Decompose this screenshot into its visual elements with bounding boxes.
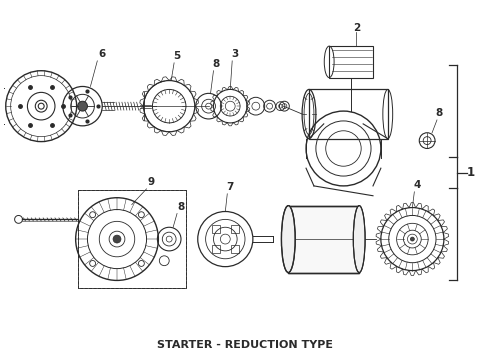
- Text: 1: 1: [466, 166, 474, 179]
- Text: 8: 8: [213, 59, 220, 69]
- Text: 4: 4: [414, 180, 421, 190]
- Text: STARTER - REDUCTION TYPE: STARTER - REDUCTION TYPE: [157, 341, 333, 350]
- Bar: [288, 206, 359, 273]
- Circle shape: [113, 235, 121, 243]
- Text: 3: 3: [232, 49, 239, 59]
- Text: 7: 7: [226, 182, 234, 192]
- Bar: [77, 190, 186, 288]
- Bar: [309, 89, 388, 139]
- Text: 9: 9: [148, 177, 155, 187]
- Text: 5: 5: [173, 51, 181, 61]
- Text: 8: 8: [177, 202, 185, 212]
- Circle shape: [77, 101, 88, 111]
- Ellipse shape: [353, 206, 365, 273]
- Text: 6: 6: [98, 49, 106, 59]
- Bar: [329, 46, 373, 78]
- Bar: [231, 225, 239, 233]
- Text: 8: 8: [435, 108, 442, 118]
- Bar: [212, 225, 220, 233]
- Bar: [77, 190, 186, 288]
- Bar: [231, 245, 239, 253]
- Ellipse shape: [281, 206, 295, 273]
- Bar: [212, 245, 220, 253]
- Bar: [288, 206, 359, 273]
- Text: 2: 2: [353, 23, 360, 33]
- Circle shape: [411, 237, 415, 241]
